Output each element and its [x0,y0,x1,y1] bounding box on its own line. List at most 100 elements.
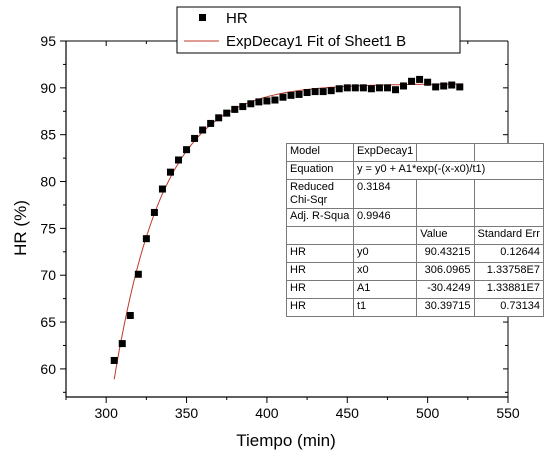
legend-hr-marker [199,14,206,21]
data-point [158,185,166,193]
fit-table-cell: y0 [352,244,418,263]
fit-table-cell [286,226,354,245]
data-point [223,109,231,117]
fit-table-cell: 0.73134 [473,298,544,317]
data-point [456,83,464,91]
y-axis-title: HR (%) [11,200,30,256]
fit-table-cell [416,179,475,209]
data-point [359,84,367,92]
data-point [303,89,311,97]
y-tick-label: 60 [40,361,56,377]
data-point [247,100,255,108]
fit-table-cell: Adj. R-Squa [286,208,354,227]
data-point [311,88,319,96]
fit-table-cell [352,226,418,245]
fit-table-row: HR x0 306.0965 1.33758E7 [286,262,544,281]
y-tick-label: 85 [40,127,56,143]
data-point [175,156,183,164]
legend-fit-label: ExpDecay1 Fit of Sheet1 B [226,33,406,50]
data-point [343,84,351,92]
data-point [448,81,456,89]
data-point [255,98,263,106]
fit-table-cell: 1.33881E7 [473,280,544,299]
data-point [263,97,271,105]
fit-table-cell: A1 [352,280,418,299]
fit-table-cell: y = y0 + A1*exp(-(x-x0)/t1) [352,161,544,180]
data-point [416,75,424,83]
fit-table-row: HR t1 30.39715 0.73134 [286,298,544,317]
y-tick-label: 90 [40,80,56,96]
fit-table-cell: ExpDecay1 [352,143,418,162]
fit-table-cell: Model [286,143,354,162]
fit-table-cell: x0 [352,262,418,281]
data-point [207,119,215,127]
fit-table-cell [473,208,544,227]
x-tick-label: 550 [496,405,520,421]
data-point [239,103,247,111]
fit-table-cell: HR [286,280,354,299]
legend-box [176,6,461,54]
fit-table-cell: Value [416,226,475,245]
fit-table-row: Model ExpDecay1 [286,143,544,162]
fit-table-cell [473,143,544,162]
data-point [335,85,343,93]
fit-table-cell: 306.0965 [416,262,475,281]
data-point [183,146,191,154]
x-tick-label: 350 [175,405,199,421]
fit-table-cell: Equation [286,161,354,180]
fit-table-cell: HR [286,262,354,281]
data-point [142,235,150,243]
fit-table-row: HR y0 90.43215 0.12644 [286,244,544,263]
x-tick-label: 500 [416,405,440,421]
data-point [391,86,399,94]
y-tick-label: 80 [40,174,56,190]
fit-table-cell [416,208,475,227]
data-point [440,82,448,90]
data-point [400,82,408,90]
y-tick-label: 95 [40,33,56,49]
data-point [295,90,303,98]
data-point [271,96,279,104]
fit-table-cell: 30.39715 [416,298,475,317]
data-point [327,87,335,95]
data-point [424,78,432,86]
data-point [150,208,158,216]
fit-results-table: Model ExpDecay1 Equation y = y0 + A1*exp(-(… [286,143,544,317]
data-point [279,93,287,101]
fit-table-cell: HR [286,244,354,263]
x-axis-title: Tiempo (min) [236,431,336,450]
data-point [215,114,223,122]
data-point [432,83,440,91]
fit-table-cell: 90.43215 [416,244,475,263]
data-point [191,134,199,142]
data-point [134,270,142,278]
fit-table-row: Value Standard Err [286,226,544,245]
fit-table-cell [473,179,544,209]
data-point [110,356,118,364]
fit-table-cell: Reduced Chi-Sqr [286,179,354,209]
fit-table-cell: 0.3184 [352,179,418,209]
data-point [231,105,239,113]
fit-table-row: Adj. R-Squa 0.9946 [286,208,544,227]
axes: 300 350 400 450 500 550 60 65 70 75 80 85 90 95 [40,33,519,421]
fit-table-row: Reduced Chi-Sqr 0.3184 [286,179,544,209]
y-tick-label: 75 [40,220,56,236]
data-point [319,88,327,96]
legend: HR ExpDecay1 Fit of Sheet1 B [176,6,461,54]
data-point [383,84,391,92]
data-point [287,91,295,99]
data-point [408,77,416,85]
fit-table-cell: Standard Err [473,226,544,245]
x-tick-label: 300 [95,405,119,421]
data-point [126,311,134,319]
fit-table-cell: 0.12644 [473,244,544,263]
data-point [199,126,207,134]
fit-table-cell [416,143,475,162]
fit-table-cell: -30.4249 [416,280,475,299]
x-tick-label: 400 [255,405,279,421]
fit-table-cell: 0.9946 [352,208,418,227]
data-point [166,168,174,176]
hr-series [110,75,464,364]
data-point [118,340,126,348]
